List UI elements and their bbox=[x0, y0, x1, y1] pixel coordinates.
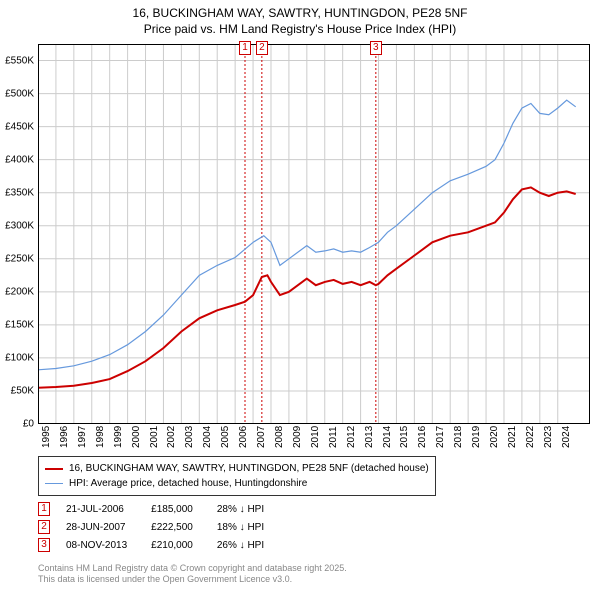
x-tick-label: 1997 bbox=[77, 426, 88, 448]
x-tick-label: 1996 bbox=[59, 426, 70, 448]
transaction-marker: 3 bbox=[38, 538, 50, 552]
transaction-row: 3 08-NOV-2013£210,00026% ↓ HPI bbox=[38, 536, 276, 554]
x-tick-label: 2003 bbox=[184, 426, 195, 448]
x-tick-label: 2016 bbox=[417, 426, 428, 448]
x-tick-label: 2004 bbox=[202, 426, 213, 448]
transaction-price: £185,000 bbox=[139, 500, 205, 518]
y-tick-label: £150K bbox=[5, 319, 34, 330]
legend-row: HPI: Average price, detached house, Hunt… bbox=[45, 476, 429, 491]
transaction-marker: 2 bbox=[38, 520, 50, 534]
x-tick-label: 2014 bbox=[382, 426, 393, 448]
chart-area: £0£50K£100K£150K£200K£250K£300K£350K£400… bbox=[38, 44, 590, 424]
y-tick-label: £200K bbox=[5, 286, 34, 297]
x-tick-label: 2022 bbox=[525, 426, 536, 448]
transaction-date: 08-NOV-2013 bbox=[54, 536, 139, 554]
chart-title-block: 16, BUCKINGHAM WAY, SAWTRY, HUNTINGDON, … bbox=[0, 0, 600, 37]
footer-line2: This data is licensed under the Open Gov… bbox=[38, 574, 347, 586]
transaction-diff: 28% ↓ HPI bbox=[205, 500, 276, 518]
legend-label: HPI: Average price, detached house, Hunt… bbox=[69, 476, 307, 491]
legend: 16, BUCKINGHAM WAY, SAWTRY, HUNTINGDON, … bbox=[38, 456, 436, 496]
x-tick-label: 2017 bbox=[435, 426, 446, 448]
x-tick-label: 2018 bbox=[453, 426, 464, 448]
transaction-diff: 26% ↓ HPI bbox=[205, 536, 276, 554]
x-tick-label: 1998 bbox=[95, 426, 106, 448]
x-tick-label: 2002 bbox=[166, 426, 177, 448]
marker-label-2: 2 bbox=[256, 41, 268, 55]
x-tick-label: 2023 bbox=[543, 426, 554, 448]
y-axis-labels: £0£50K£100K£150K£200K£250K£300K£350K£400… bbox=[0, 44, 36, 424]
x-tick-label: 1995 bbox=[41, 426, 52, 448]
x-tick-label: 2015 bbox=[399, 426, 410, 448]
chart-svg bbox=[38, 44, 590, 424]
y-tick-label: £300K bbox=[5, 220, 34, 231]
x-tick-label: 2007 bbox=[256, 426, 267, 448]
y-tick-label: £450K bbox=[5, 121, 34, 132]
y-tick-label: £400K bbox=[5, 154, 34, 165]
x-tick-label: 2013 bbox=[364, 426, 375, 448]
x-tick-label: 2020 bbox=[489, 426, 500, 448]
y-tick-label: £50K bbox=[11, 385, 34, 396]
x-tick-label: 2019 bbox=[471, 426, 482, 448]
x-tick-label: 2009 bbox=[292, 426, 303, 448]
title-line1: 16, BUCKINGHAM WAY, SAWTRY, HUNTINGDON, … bbox=[0, 6, 600, 22]
transaction-date: 28-JUN-2007 bbox=[54, 518, 139, 536]
y-tick-label: £350K bbox=[5, 187, 34, 198]
x-tick-label: 2008 bbox=[274, 426, 285, 448]
transactions-table: 1 21-JUL-2006£185,00028% ↓ HPI 2 28-JUN-200… bbox=[38, 500, 276, 554]
y-tick-label: £500K bbox=[5, 88, 34, 99]
x-tick-label: 2000 bbox=[131, 426, 142, 448]
transaction-price: £210,000 bbox=[139, 536, 205, 554]
x-tick-label: 1999 bbox=[113, 426, 124, 448]
footer: Contains HM Land Registry data © Crown c… bbox=[38, 563, 347, 586]
transaction-marker: 1 bbox=[38, 502, 50, 516]
transaction-date: 21-JUL-2006 bbox=[54, 500, 139, 518]
x-tick-label: 2005 bbox=[220, 426, 231, 448]
x-axis-labels: 1995 1996 1997 1998 1999 2000 2001 2002 2003 2004… bbox=[38, 424, 590, 452]
x-tick-label: 2011 bbox=[328, 426, 339, 448]
y-tick-label: £550K bbox=[5, 55, 34, 66]
transaction-row: 2 28-JUN-2007£222,50018% ↓ HPI bbox=[38, 518, 276, 536]
legend-swatch bbox=[45, 483, 63, 484]
footer-line1: Contains HM Land Registry data © Crown c… bbox=[38, 563, 347, 575]
transaction-row: 1 21-JUL-2006£185,00028% ↓ HPI bbox=[38, 500, 276, 518]
x-tick-label: 2001 bbox=[149, 426, 160, 448]
transaction-diff: 18% ↓ HPI bbox=[205, 518, 276, 536]
x-tick-label: 2012 bbox=[346, 426, 357, 448]
title-line2: Price paid vs. HM Land Registry's House … bbox=[0, 22, 600, 38]
transaction-price: £222,500 bbox=[139, 518, 205, 536]
legend-swatch bbox=[45, 468, 63, 470]
y-tick-label: £100K bbox=[5, 352, 34, 363]
y-tick-label: £250K bbox=[5, 253, 34, 264]
x-tick-label: 2010 bbox=[310, 426, 321, 448]
y-tick-label: £0 bbox=[23, 419, 34, 430]
marker-label-1: 1 bbox=[239, 41, 251, 55]
x-tick-label: 2021 bbox=[507, 426, 518, 448]
x-tick-label: 2024 bbox=[561, 426, 572, 448]
legend-row: 16, BUCKINGHAM WAY, SAWTRY, HUNTINGDON, … bbox=[45, 461, 429, 476]
legend-label: 16, BUCKINGHAM WAY, SAWTRY, HUNTINGDON, … bbox=[69, 461, 429, 476]
marker-label-3: 3 bbox=[370, 41, 382, 55]
x-tick-label: 2006 bbox=[238, 426, 249, 448]
